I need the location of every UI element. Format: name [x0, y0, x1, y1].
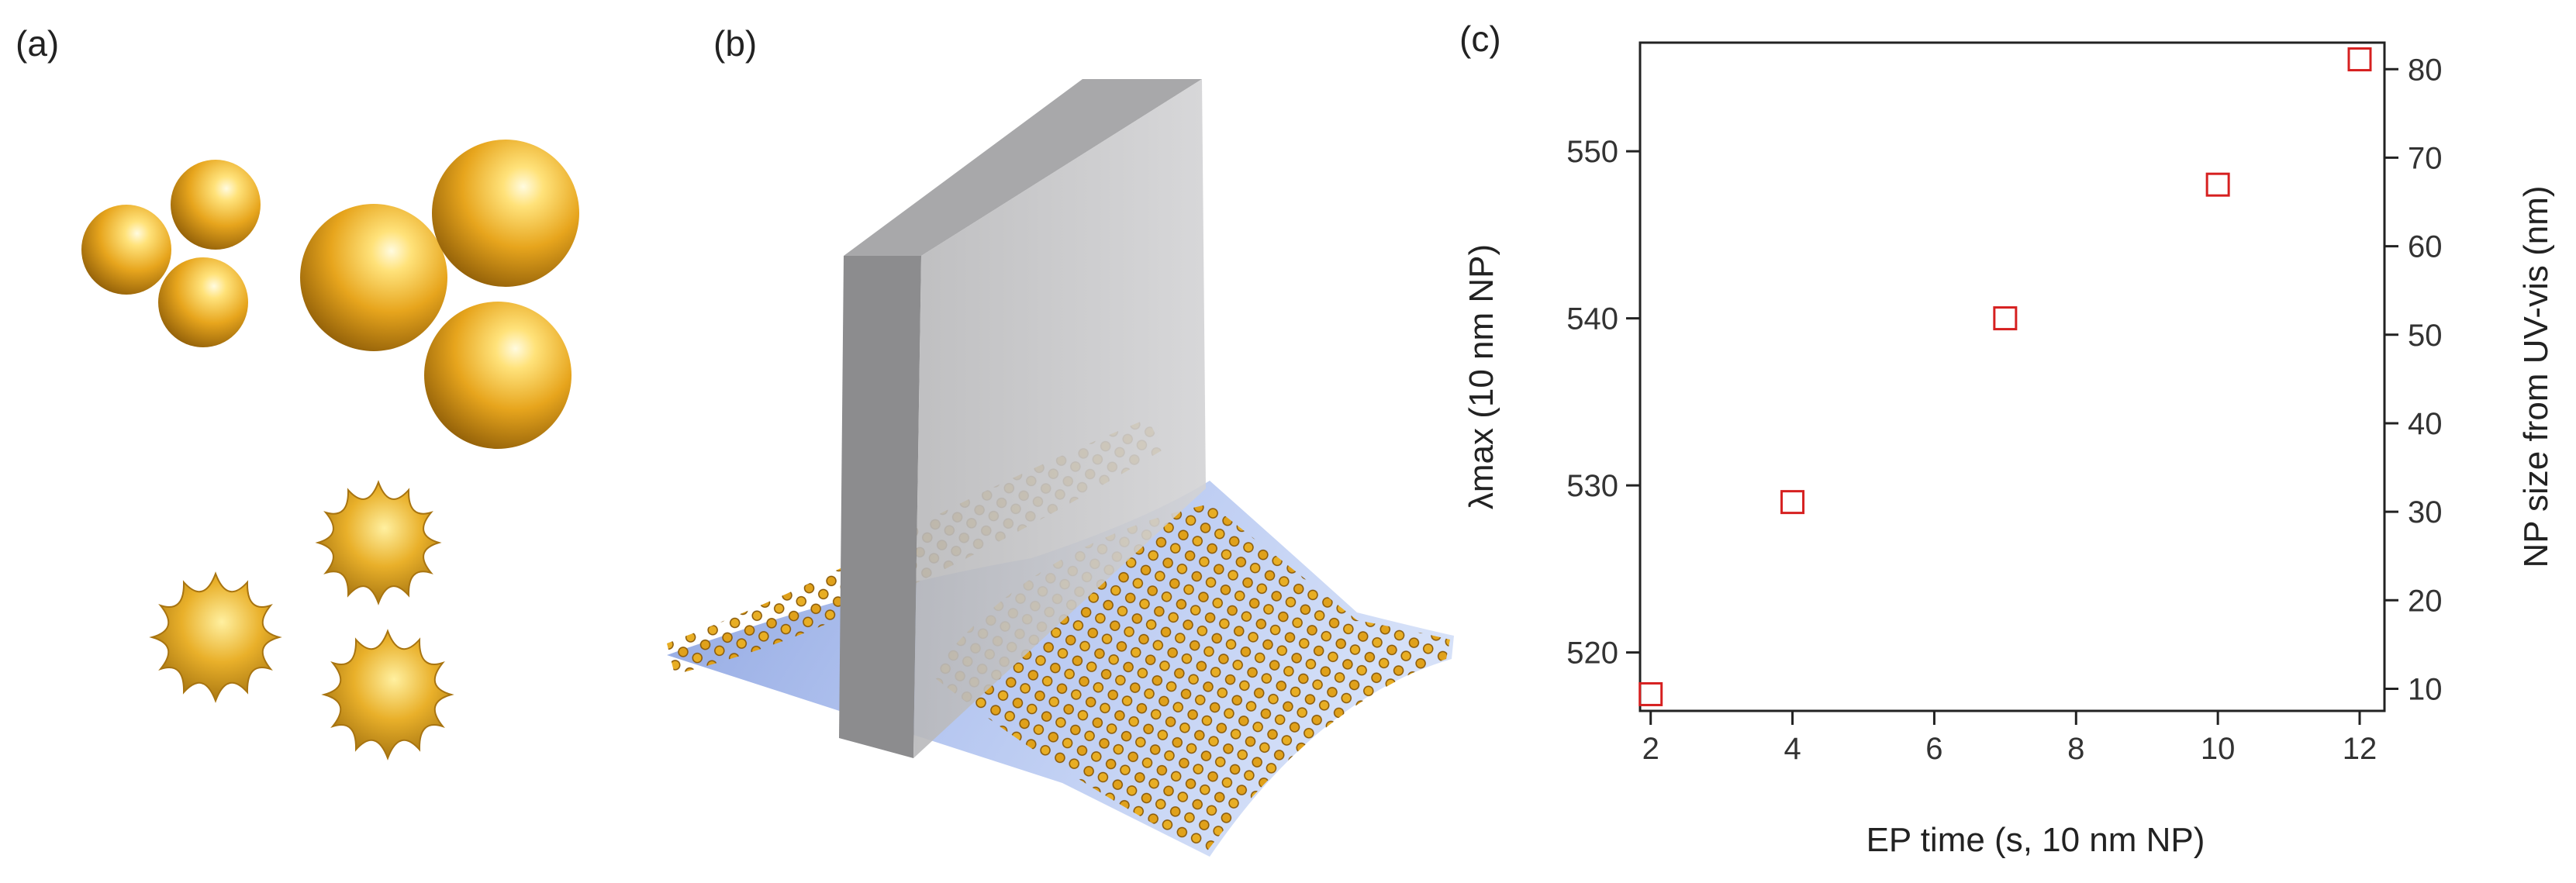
data-points	[1638, 47, 2372, 706]
x-tick-label: 6	[1925, 732, 1942, 766]
small-spheres	[81, 160, 261, 347]
x-axis-label: EP time (s, 10 nm NP)	[1866, 821, 2205, 859]
panel-label-b: (b)	[713, 23, 757, 64]
x-tick-label: 2	[1642, 732, 1659, 766]
x-tick-label: 10	[2201, 732, 2236, 766]
x-tick-label: 12	[2343, 732, 2377, 766]
y2-tick-label: 10	[2408, 672, 2443, 706]
y2-tick-label: 30	[2408, 495, 2443, 529]
x-ticks: 2 4 6 8 10 12	[1642, 711, 2377, 766]
slab-top	[844, 79, 1202, 256]
panel-label-c: (c)	[1459, 19, 1501, 59]
star-nanoparticles	[149, 480, 454, 761]
small-sphere	[81, 205, 171, 295]
data-point	[1638, 681, 1663, 706]
x-tick-label: 8	[2067, 732, 2084, 766]
slab-side	[839, 256, 921, 758]
y2-tick-label: 80	[2408, 53, 2443, 87]
large-sphere	[300, 204, 447, 351]
star-particle	[149, 571, 282, 703]
star-particle	[321, 629, 454, 761]
y2-tick-label: 70	[2408, 141, 2443, 175]
y-axis-label: λmax (10 nm NP)	[1462, 244, 1500, 509]
data-point	[2205, 172, 2230, 197]
y2-tick-label: 20	[2408, 584, 2443, 618]
y-tick-label: 540	[1566, 302, 1618, 336]
data-point	[1780, 490, 1805, 515]
slab-front	[913, 79, 1206, 758]
y2-tick-label: 60	[2408, 230, 2443, 264]
y-ticks: 520 530 540 550	[1566, 135, 1640, 671]
panel-a-illustration	[81, 140, 579, 761]
star-particle	[315, 480, 442, 605]
data-point	[1993, 306, 2018, 331]
small-sphere	[158, 257, 248, 347]
y2-axis-label: NP size from UV-vis (nm)	[2517, 185, 2555, 567]
y2-tick-label: 40	[2408, 407, 2443, 441]
x-tick-label: 4	[1784, 732, 1801, 766]
y2-ticks: 10 20 30 40 50 60 70 80	[2384, 53, 2443, 706]
y-tick-label: 520	[1566, 636, 1618, 671]
data-point	[2347, 47, 2372, 72]
chart-c: 2 4 6 8 10 12 520 530 540 550 10 20 30 40 50 60 70 80 E…	[1462, 41, 2555, 859]
large-sphere	[432, 140, 579, 287]
y-tick-label: 530	[1566, 469, 1618, 503]
large-spheres	[300, 140, 579, 449]
small-sphere	[171, 160, 261, 250]
panel-label-a: (a)	[16, 23, 59, 64]
y2-tick-label: 50	[2408, 319, 2443, 353]
y-tick-label: 550	[1566, 135, 1618, 169]
large-sphere	[424, 302, 571, 449]
plot-frame	[1638, 41, 2386, 712]
panel-b-illustration	[667, 79, 1454, 857]
